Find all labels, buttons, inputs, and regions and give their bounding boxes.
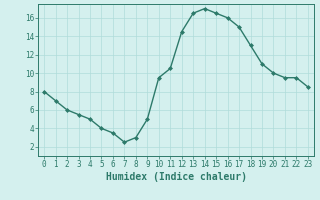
X-axis label: Humidex (Indice chaleur): Humidex (Indice chaleur)	[106, 172, 246, 182]
